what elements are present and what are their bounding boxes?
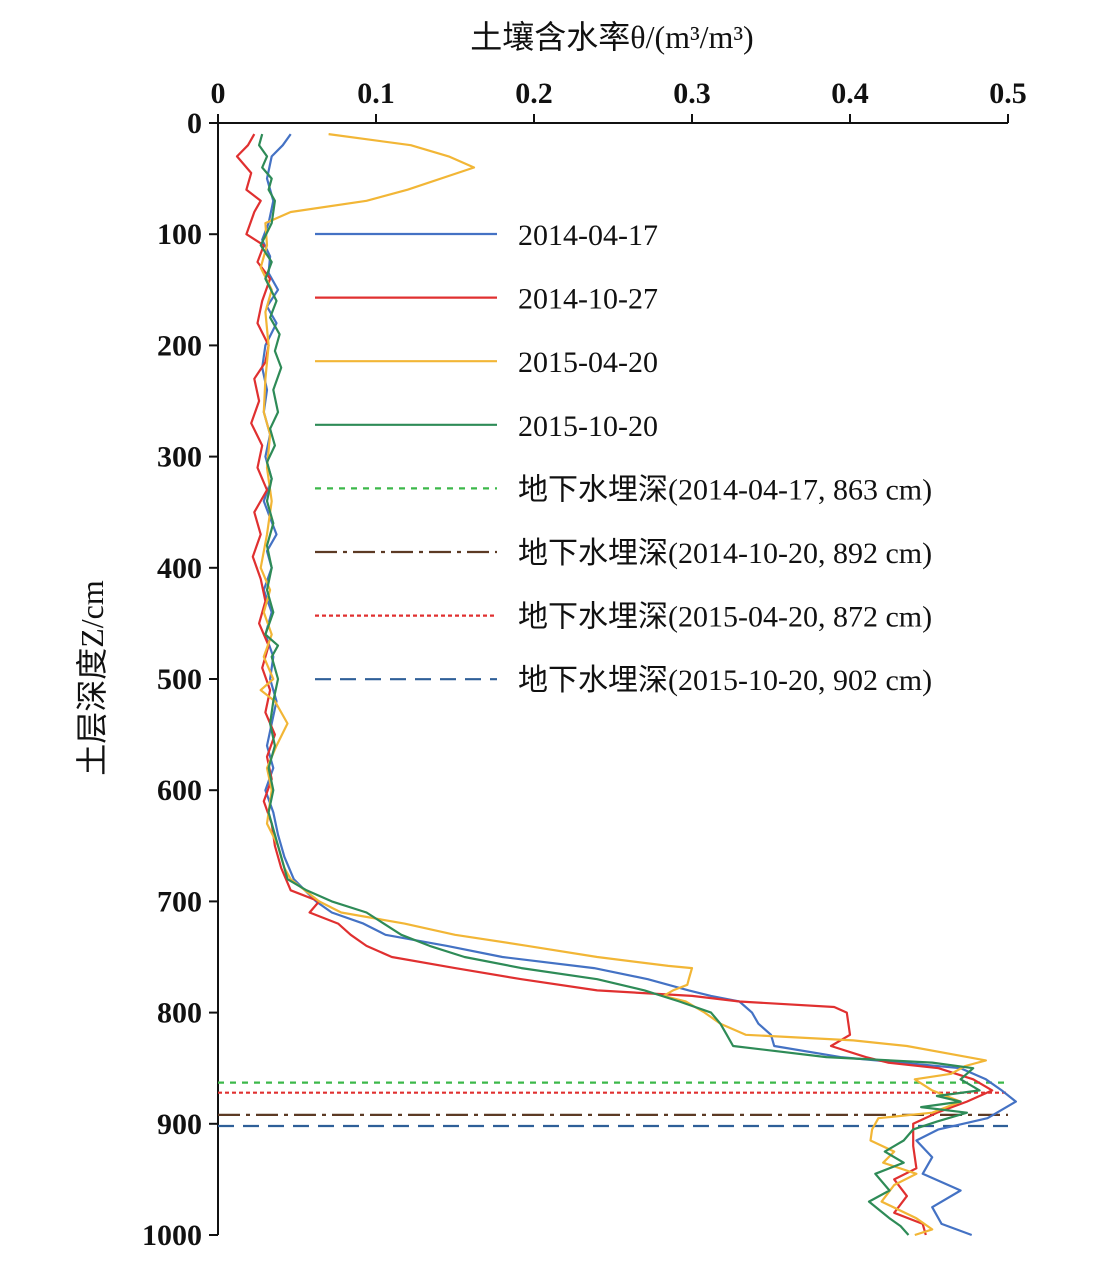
legend-label: 地下水埋深(2014-10-20, 892 cm) <box>518 537 932 570</box>
y-tick-label: 300 <box>157 441 202 474</box>
legend-label: 地下水埋深(2015-10-20, 902 cm) <box>518 664 932 697</box>
series-line <box>258 133 981 1236</box>
legend: 2014-04-17 2014-10-27 2015-04-20 2015-10-20… <box>315 219 932 697</box>
legend-label: 地下水埋深(2015-04-20, 872 cm) <box>518 601 932 634</box>
y-tick-label: 100 <box>157 218 202 251</box>
x-tick-label: 0.5 <box>989 77 1027 110</box>
y-tick-label: 200 <box>157 329 202 362</box>
x-tick-label: 0 <box>211 77 226 110</box>
y-tick-label: 900 <box>157 1108 202 1141</box>
y-tick-label: 600 <box>157 774 202 807</box>
x-tick-label: 0.1 <box>357 77 395 110</box>
x-tick-label: 0.4 <box>831 77 869 110</box>
y-tick-label: 0 <box>187 107 202 140</box>
legend-label: 地下水埋深(2014-04-17, 863 cm) <box>518 473 932 506</box>
groundwater-reference-lines <box>218 1081 1008 1128</box>
y-tick-label: 700 <box>157 885 202 918</box>
x-tick-label: 0.2 <box>515 77 553 110</box>
y-tick-label: 1000 <box>142 1219 202 1252</box>
x-axis-title: 土壤含水率θ/(m³/m³) <box>470 19 753 55</box>
legend-label: 2014-04-17 <box>518 219 658 252</box>
y-tick-label: 500 <box>157 663 202 696</box>
legend-label: 2014-10-27 <box>518 283 658 316</box>
legend-label: 2015-10-20 <box>518 410 658 443</box>
axes: 0 0.1 0.2 0.3 0.4 0.5 0 100 200 300 400 500 600 700 80… <box>142 77 1027 1252</box>
series-line <box>259 133 988 1237</box>
moisture-series <box>235 133 1018 1237</box>
x-tick-label: 0.3 <box>673 77 711 110</box>
legend-label: 2015-04-20 <box>518 346 658 379</box>
y-tick-label: 800 <box>157 997 202 1030</box>
series-line <box>235 133 994 1236</box>
y-tick-label: 400 <box>157 552 202 585</box>
y-axis-title: 土层深度Z/cm <box>74 580 110 776</box>
